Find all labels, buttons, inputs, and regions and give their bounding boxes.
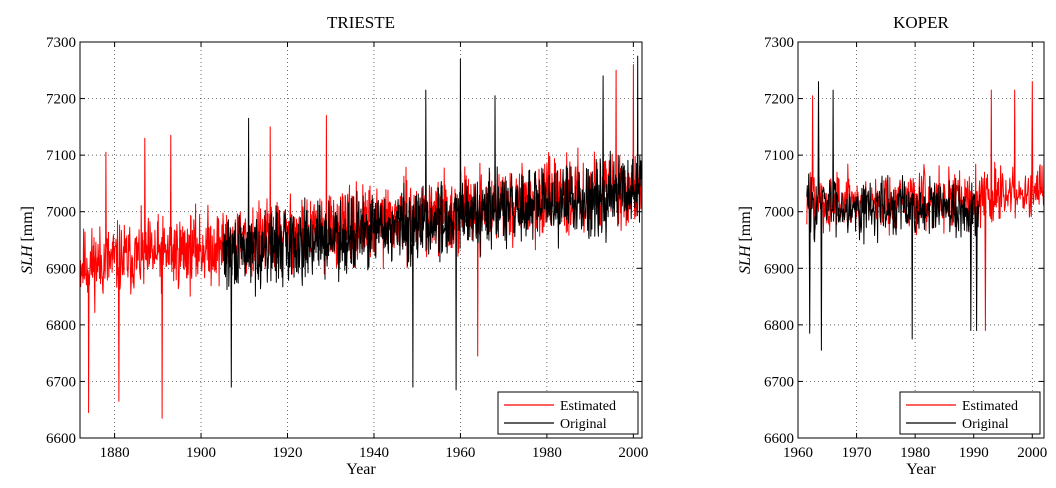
- y-tick-label: 6800: [764, 318, 794, 334]
- y-tick-labels: 6600 6700 6800 6900 7000 7100 7200 7300: [764, 35, 794, 447]
- x-tick-label: 1940: [359, 445, 389, 461]
- y-axis-label-var: SLH: [19, 244, 36, 274]
- series-lines: [79, 55, 643, 419]
- y-axis-label: SLH [mm]: [19, 206, 36, 274]
- x-tick-labels: 1960 1970 1980 1990 2000: [783, 445, 1047, 461]
- panel-trieste: TRIESTE 6600 6700 6800 6900 7000 7100 7200 7300…: [19, 13, 648, 478]
- plot-frame: [797, 41, 1045, 439]
- x-tick-label: 1880: [100, 445, 130, 461]
- gridlines: [797, 41, 1044, 439]
- x-tick-label: 1980: [900, 445, 930, 461]
- x-tick-label: 1900: [186, 445, 216, 461]
- panel-koper: KOPER 6600 6700 6800 6900 7000 7100 7200 7300 1…: [737, 13, 1047, 478]
- legend-box: [899, 391, 1041, 435]
- y-axis-label: SLH [mm]: [737, 206, 754, 274]
- x-tick-label: 1920: [273, 445, 303, 461]
- y-tick-label: 7200: [764, 92, 794, 108]
- x-tick-label: 1960: [783, 445, 813, 461]
- series-line-estimated: [806, 81, 1045, 331]
- series-line-original: [806, 81, 981, 351]
- y-tick-label: 6900: [46, 261, 76, 277]
- y-tick-label: 6700: [46, 374, 76, 390]
- y-tick-labels: 6600 6700 6800 6900 7000 7100 7200 7300: [46, 35, 76, 447]
- x-axis-label: Year: [906, 461, 936, 478]
- y-axis-label-var: SLH: [737, 244, 754, 274]
- x-tick-label: 1990: [959, 445, 989, 461]
- y-tick-label: 6600: [764, 431, 794, 447]
- x-tick-label: 1960: [445, 445, 475, 461]
- plot-frame: [79, 41, 643, 439]
- x-tick-label: 2000: [618, 445, 648, 461]
- y-tick-label: 6600: [46, 431, 76, 447]
- y-axis-label-unit: [mm]: [19, 206, 36, 246]
- legend-label-original: Original: [962, 417, 1009, 432]
- y-tick-label: 7200: [46, 92, 76, 108]
- y-tick-label: 6700: [764, 374, 794, 390]
- y-tick-label: 7300: [764, 35, 794, 51]
- x-tick-label: 1970: [842, 445, 872, 461]
- y-axis-label-unit: [mm]: [737, 206, 754, 246]
- chart-title: KOPER: [893, 13, 949, 32]
- legend-box: [497, 391, 639, 435]
- legend-label-original: Original: [560, 417, 607, 432]
- y-tick-label: 7100: [764, 148, 794, 164]
- x-tick-label: 1980: [532, 445, 562, 461]
- legend: Estimated Original: [497, 391, 639, 435]
- x-tick-label: 2000: [1017, 445, 1047, 461]
- series-lines: [806, 81, 1045, 351]
- series-line-original: [222, 55, 643, 391]
- y-tick-label: 6800: [46, 318, 76, 334]
- y-tick-label: 7100: [46, 148, 76, 164]
- y-tick-label: 7000: [46, 205, 76, 221]
- legend-label-estimated: Estimated: [962, 399, 1018, 414]
- legend: Estimated Original: [899, 391, 1041, 435]
- legend-label-estimated: Estimated: [560, 399, 616, 414]
- y-tick-label: 6900: [764, 261, 794, 277]
- chart-title: TRIESTE: [327, 13, 395, 32]
- x-axis-label: Year: [346, 461, 376, 478]
- x-tick-labels: 1880 1900 1920 1940 1960 1980 2000: [100, 445, 649, 461]
- y-tick-label: 7000: [764, 205, 794, 221]
- y-tick-label: 7300: [46, 35, 76, 51]
